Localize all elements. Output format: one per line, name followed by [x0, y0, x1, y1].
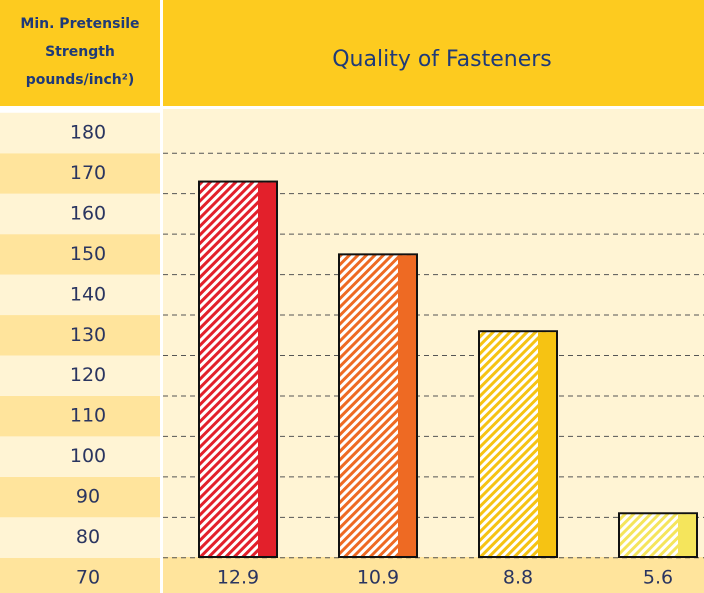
y-tick-label: 100 [70, 445, 106, 467]
y-header [0, 0, 160, 106]
tick-row [0, 112, 160, 154]
tick-row [0, 517, 160, 558]
x-label-row [163, 557, 704, 593]
y-tick-label: 160 [70, 202, 106, 224]
bar-solid [398, 255, 416, 556]
bar-solid [538, 332, 556, 556]
tick-row [0, 355, 160, 396]
tick-row [0, 436, 160, 477]
y-label: Min. Pretensile [20, 16, 139, 32]
bar-solid [678, 514, 696, 556]
tick-row [0, 557, 160, 593]
x-tick-label: 5.6 [643, 567, 673, 589]
x-tick-label: 8.8 [503, 567, 533, 589]
y-tick-label: 90 [76, 486, 100, 508]
chart-title: Quality of Fasteners [332, 47, 552, 72]
y-tick-label: 180 [70, 122, 106, 144]
x-tick-label: 10.9 [357, 567, 399, 589]
y-label: pounds/inch²) [26, 72, 135, 88]
x-tick-label: 12.9 [217, 567, 259, 589]
tick-row [0, 193, 160, 235]
y-tick-label: 120 [70, 364, 106, 386]
tick-row [0, 315, 160, 356]
y-tick-label: 110 [70, 405, 106, 427]
y-tick-label: 130 [70, 324, 106, 346]
tick-row [0, 395, 160, 437]
y-tick-label: 150 [70, 243, 106, 265]
y-label: Strength [45, 44, 115, 60]
y-tick-label: 170 [70, 162, 106, 184]
tick-row [0, 274, 160, 316]
bar-solid [258, 182, 276, 556]
tick-row [0, 476, 160, 518]
title-header [163, 0, 704, 106]
tick-row [0, 234, 160, 275]
tick-row [0, 153, 160, 194]
y-tick-label: 80 [76, 526, 100, 548]
y-tick-label: 140 [70, 283, 106, 305]
y-tick-label: 70 [76, 567, 100, 589]
